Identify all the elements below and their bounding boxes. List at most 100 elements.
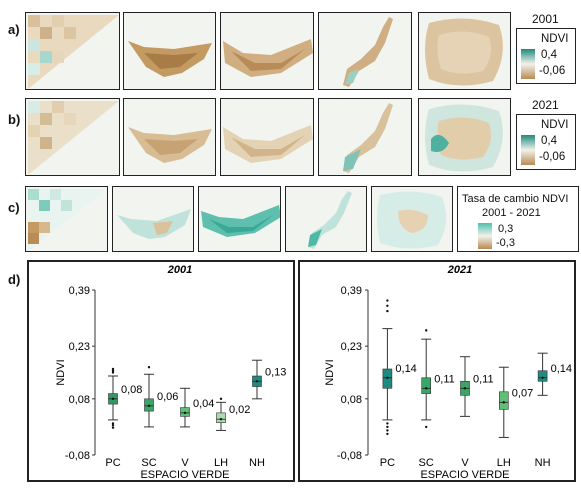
map-tile-b-2 xyxy=(123,98,216,176)
category-label-1-2: V xyxy=(461,457,469,469)
x-axis-label-0: ESPACIO VERDE xyxy=(140,469,229,481)
mean-dot-0-3 xyxy=(219,417,223,421)
map-a-3-shape xyxy=(223,39,313,77)
y-tick-label-1-3: -0,08 xyxy=(337,450,362,462)
map-tile-b-5 xyxy=(418,98,511,176)
map-tile-a-1 xyxy=(25,12,120,90)
outlier-1-0-5 xyxy=(386,425,389,429)
map-c-1-shape xyxy=(28,189,107,251)
legend-b-box: NDVI 0,4 -0,06 xyxy=(516,114,576,170)
legend-c-box: Tasa de cambio NDVI 2001 - 2021 0,3 -0,3 xyxy=(457,186,579,252)
boxplot-panel-2021 xyxy=(298,260,576,482)
category-label-0-3: LH xyxy=(214,457,228,469)
category-label-1-0: PC xyxy=(380,457,395,469)
value-label-1-0: 0,14 xyxy=(395,363,416,375)
mean-dot-1-1 xyxy=(425,387,428,390)
map-tile-b-3 xyxy=(220,98,314,176)
legend-a-min: -0,06 xyxy=(539,65,566,77)
box-1-1 xyxy=(421,377,432,394)
outlier-0-1-0 xyxy=(147,366,151,369)
legend-c-max: 0,3 xyxy=(498,223,514,235)
map-c-5-shape xyxy=(377,191,447,249)
y-tick-label-1-2: 0,08 xyxy=(341,394,362,406)
legend-b-max: 0,4 xyxy=(541,135,557,147)
value-label-1-4: 0,14 xyxy=(551,363,572,375)
map-tile-c-3 xyxy=(198,186,281,252)
legend-a-box: NDVI 0,4 -0,06 xyxy=(516,28,576,84)
map-tile-a-3 xyxy=(220,12,314,90)
category-label-0-0: PC xyxy=(105,457,120,469)
legend-c-min: -0,3 xyxy=(496,237,515,249)
mean-dot-0-4 xyxy=(255,380,259,383)
outlier-1-0-2 xyxy=(386,299,389,302)
y-tick-label-1-1: 0,23 xyxy=(341,341,362,353)
mean-dot-0-2 xyxy=(183,411,187,415)
y-tick-label-1-0: 0,39 xyxy=(341,285,362,297)
map-b-1-shape xyxy=(28,101,119,175)
outlier-0-0-1 xyxy=(111,369,115,372)
y-tick-label-0-3: -0,08 xyxy=(65,450,90,462)
row-label-a: a) xyxy=(8,22,20,37)
y-axis-label-0: NDVI xyxy=(55,359,67,385)
y-tick-label-0-1: 0,23 xyxy=(69,341,90,353)
boxplot-panel-2001 xyxy=(27,260,295,482)
legend-b-title: NDVI xyxy=(541,119,569,131)
legend-a-max: 0,4 xyxy=(541,49,557,61)
value-label-0-1: 0,06 xyxy=(157,391,178,403)
value-label-0-2: 0,04 xyxy=(193,398,214,410)
mean-dot-0-1 xyxy=(147,404,151,408)
map-b-3-shape xyxy=(223,125,313,163)
x-axis-label-1: ESPACIO VERDE xyxy=(420,469,509,481)
legend-a-year: 2001 xyxy=(532,12,559,26)
map-tile-a-4 xyxy=(318,12,412,90)
legend-b-year: 2021 xyxy=(532,98,559,112)
legend-b-colorbar xyxy=(521,135,535,165)
map-a-5-shape xyxy=(425,18,503,86)
outlier-0-3-0 xyxy=(219,397,223,401)
category-label-0-1: SC xyxy=(141,457,156,469)
map-a-4-shape xyxy=(343,17,393,87)
value-label-1-1: 0,11 xyxy=(434,373,455,385)
map-b-2-shape xyxy=(128,127,212,163)
map-tile-a-5 xyxy=(418,12,511,90)
outlier-1-0-4 xyxy=(386,429,389,432)
outlier-0-0-3 xyxy=(111,426,115,429)
mean-dot-1-3 xyxy=(502,401,505,404)
legend-a-colorbar xyxy=(521,49,535,79)
outlier-0-0-4 xyxy=(111,423,115,427)
legend-c-colorbar xyxy=(478,223,492,249)
outlier-0-0-5 xyxy=(111,422,115,425)
category-label-1-4: NH xyxy=(535,457,551,469)
mean-dot-0-0 xyxy=(111,397,115,401)
map-c-4-shape xyxy=(308,191,352,249)
legend-c-period: 2001 - 2021 xyxy=(482,207,541,219)
map-c-3-shape xyxy=(201,205,280,237)
category-label-0-4: NH xyxy=(249,457,265,469)
outlier-1-1-1 xyxy=(425,425,428,429)
map-tile-c-4 xyxy=(285,186,367,252)
mean-dot-1-4 xyxy=(541,376,544,379)
value-label-1-2: 0,11 xyxy=(473,373,494,385)
outlier-1-0-0 xyxy=(386,309,389,313)
map-tile-c-2 xyxy=(112,186,194,252)
box-1-3 xyxy=(498,391,509,410)
row-label-b: b) xyxy=(8,112,21,127)
chart-title-0: 2001 xyxy=(167,264,192,276)
outlier-1-0-1 xyxy=(386,304,389,307)
row-label-c: c) xyxy=(8,200,20,215)
map-tile-b-4 xyxy=(318,98,412,176)
mean-dot-1-2 xyxy=(463,387,467,390)
map-a-1-shape xyxy=(28,15,119,89)
chart-title-1: 2021 xyxy=(447,264,472,276)
value-label-0-0: 0,08 xyxy=(121,384,142,396)
outlier-0-0-2 xyxy=(111,367,115,371)
map-tile-c-5 xyxy=(371,186,453,252)
legend-c-title: Tasa de cambio NDVI xyxy=(462,193,569,205)
outlier-1-0-3 xyxy=(386,432,389,436)
category-label-1-1: SC xyxy=(419,457,434,469)
map-tile-b-1 xyxy=(25,98,120,176)
y-axis-label-1: NDVI xyxy=(324,359,336,385)
category-label-0-2: V xyxy=(181,457,189,469)
outlier-0-0-0 xyxy=(111,371,115,374)
